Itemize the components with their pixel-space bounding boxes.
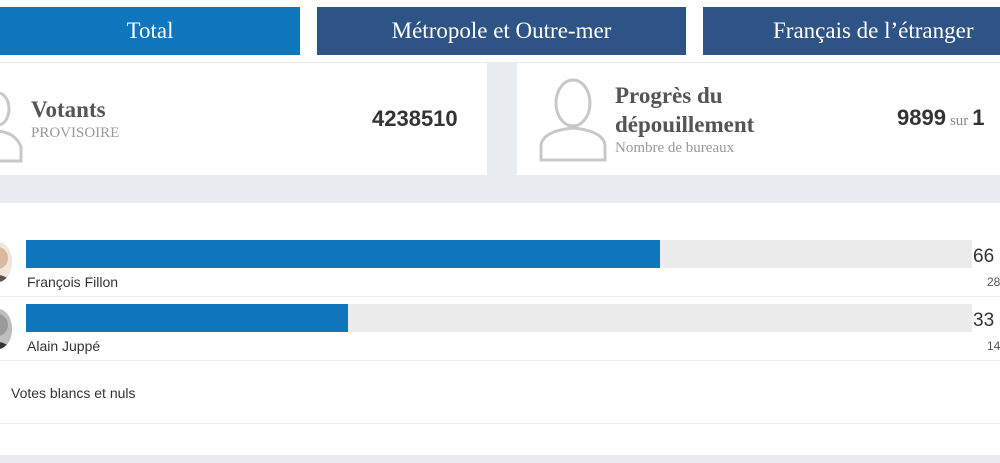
person-icon xyxy=(538,75,610,163)
progress-subtitle: Nombre de bureaux xyxy=(615,140,735,156)
blank-votes-row: Votes blancs et nuls xyxy=(0,361,1000,424)
tab-francais-etranger[interactable]: Français de l’étranger xyxy=(703,7,1000,55)
progress-title-line2: dépouillement xyxy=(615,112,755,137)
candidate-row: François Fillon 66 28 xyxy=(0,233,1000,297)
candidate-avatar xyxy=(0,309,12,349)
result-bar-track xyxy=(26,304,972,332)
bureaux-total: 1 xyxy=(972,105,985,130)
person-icon xyxy=(0,77,24,163)
blank-votes-label: Votes blancs et nuls xyxy=(11,385,136,401)
progress-title-line1: Progrès du xyxy=(615,83,723,108)
sur-label: sur xyxy=(949,113,969,129)
candidate-name: Alain Juppé xyxy=(27,338,101,354)
tab-metropole-outre-mer[interactable]: Métropole et Outre-mer xyxy=(317,7,686,55)
progress-card: Progrès du dépouillement Nombre de burea… xyxy=(517,63,1000,175)
votants-card: Votants PROVISOIRE 4238510 xyxy=(0,63,487,175)
votants-title: Votants xyxy=(31,97,106,122)
result-bar xyxy=(26,240,660,268)
votants-value: 4238510 xyxy=(372,106,458,131)
results-list: François Fillon 66 28 Alain Juppé 33 14 … xyxy=(0,203,1000,455)
candidate-percent: 66 xyxy=(973,246,995,267)
candidate-row: Alain Juppé 33 14 xyxy=(0,297,1000,361)
candidate-avatar xyxy=(0,242,12,282)
candidate-votes: 14 xyxy=(987,339,1000,353)
result-bar-track xyxy=(26,240,972,268)
progress-value: 9899 sur 1 xyxy=(897,105,985,131)
tab-total[interactable]: Total xyxy=(0,7,300,55)
votants-subtitle: PROVISOIRE xyxy=(31,125,120,141)
bottom-band xyxy=(0,455,1000,463)
candidate-percent: 33 xyxy=(973,310,995,331)
tabs-bar: Total Métropole et Outre-mer Français de… xyxy=(0,0,1000,62)
candidate-votes: 28 xyxy=(987,275,1000,289)
result-bar xyxy=(26,304,348,332)
candidate-name: François Fillon xyxy=(27,274,119,290)
bureaux-count: 9899 xyxy=(897,105,946,130)
